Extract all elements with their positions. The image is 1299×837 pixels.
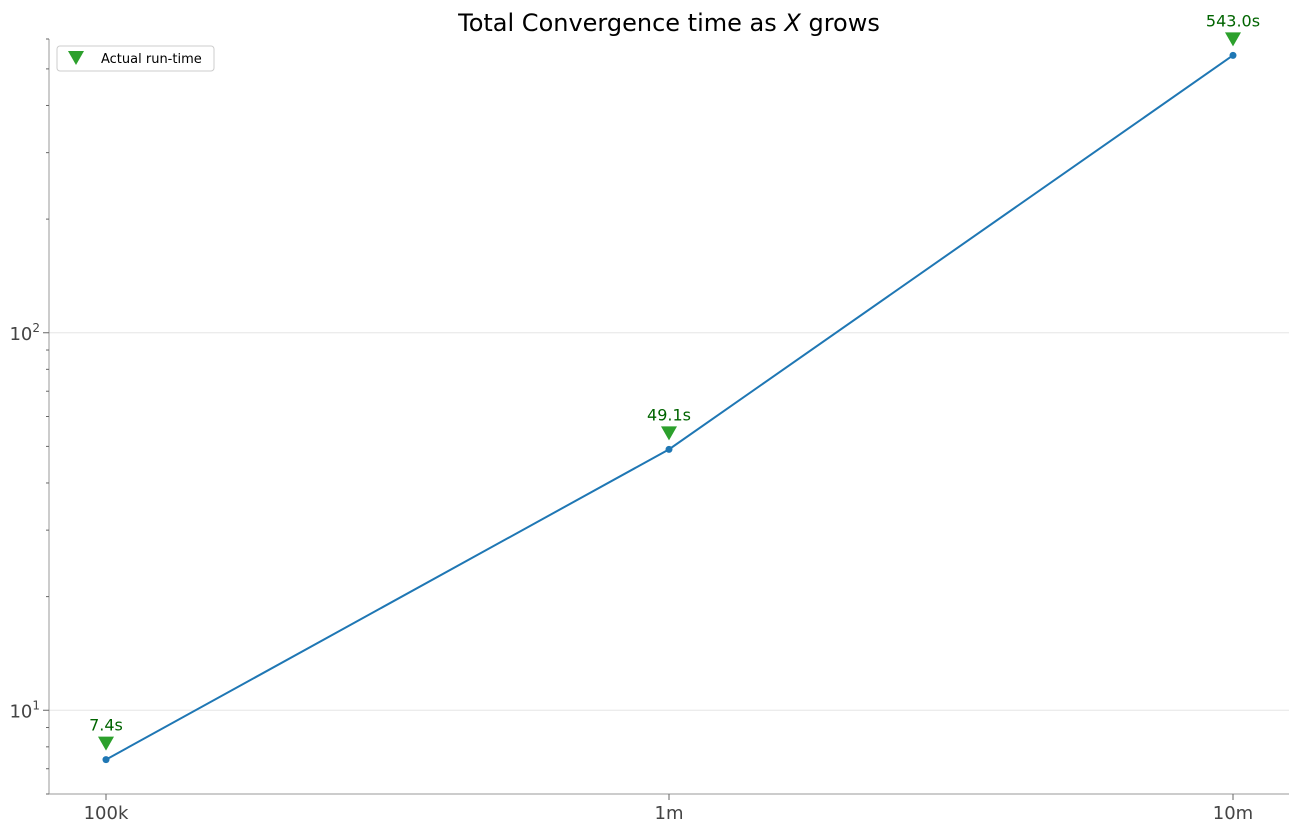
label-layer: 7.4s 49.1s 543.0s — [89, 11, 1260, 734]
data-label-1: 49.1s — [647, 405, 691, 424]
y-tick-label-1: 102 — [9, 321, 40, 345]
runtime-marker-1 — [661, 426, 677, 441]
y-tick-label-base: 10 — [9, 324, 32, 345]
data-label-2: 543.0s — [1206, 11, 1260, 30]
runtime-marker-2 — [1225, 32, 1241, 47]
y-tick-label-base: 10 — [9, 701, 32, 722]
legend-box — [56, 45, 215, 72]
chart-title: Total Convergence time as X grows — [457, 9, 880, 37]
y-tick-label-exponent: 2 — [32, 321, 40, 335]
chart-title-prefix: Total Convergence time as — [457, 9, 784, 37]
legend: Actual run-time — [56, 45, 215, 72]
line-point-1 — [665, 445, 673, 453]
y-tick-label-exponent: 1 — [32, 698, 40, 712]
grid-layer — [49, 332, 1289, 711]
line-point-2 — [1229, 51, 1237, 59]
chart-title-variable: X — [782, 9, 801, 37]
x-tick-label-1: 1m — [655, 803, 684, 824]
chart-title-suffix: grows — [801, 9, 880, 37]
x-tick-label-2: 10m — [1213, 803, 1253, 824]
legend-marker — [68, 51, 84, 65]
x-tick-label-0: 100k — [84, 803, 129, 824]
data-label-0: 7.4s — [89, 716, 123, 735]
legend-label: Actual run-time — [101, 52, 202, 67]
line-point-0 — [102, 756, 110, 764]
y-tick-label-0: 101 — [9, 698, 40, 722]
series-layer — [98, 32, 1241, 764]
runtime-marker-0 — [98, 736, 114, 751]
